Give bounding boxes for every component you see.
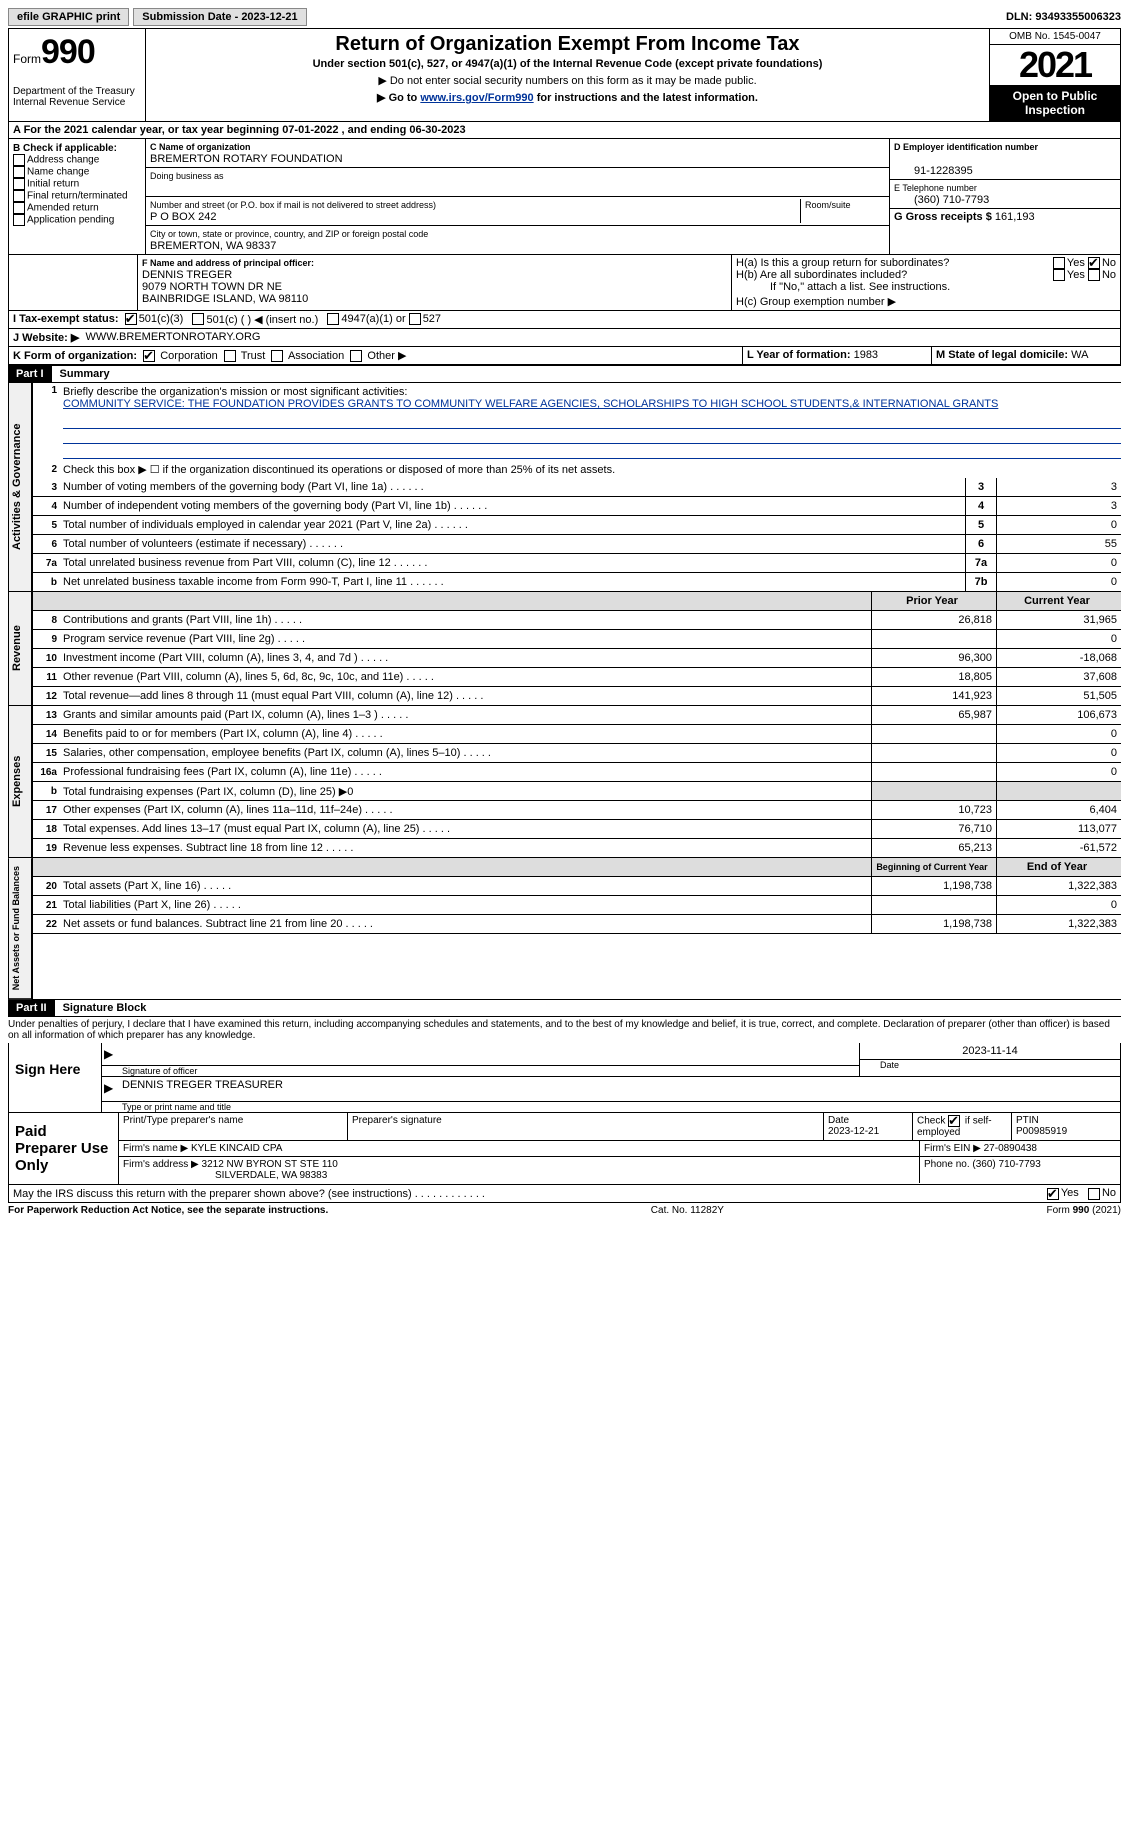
org-city: BREMERTON, WA 98337 (150, 240, 276, 252)
sign-here-block: Sign Here Signature of officer 2023-11-1… (8, 1043, 1121, 1113)
discuss-line: May the IRS discuss this return with the… (8, 1185, 1121, 1202)
irs-link[interactable]: www.irs.gov/Form990 (420, 92, 533, 104)
page-footer: For Paperwork Reduction Act Notice, see … (8, 1203, 1121, 1216)
cb-corp[interactable] (143, 350, 155, 362)
officer-signature[interactable] (102, 1043, 859, 1066)
vtab-rev: Revenue (8, 592, 32, 706)
cb-other[interactable] (350, 350, 362, 362)
cb-ha-no[interactable] (1088, 257, 1100, 269)
dln: DLN: 93493355006323 (1006, 11, 1121, 23)
cb-app-pending[interactable] (13, 214, 25, 226)
cb-4947[interactable] (327, 313, 339, 325)
vtab-exp: Expenses (8, 706, 32, 858)
expenses-section: Expenses 13Grants and similar amounts pa… (8, 706, 1121, 858)
cb-self-employed[interactable] (948, 1115, 960, 1127)
cb-501c3[interactable] (125, 313, 137, 325)
activities-governance: Activities & Governance 1 Briefly descri… (8, 383, 1121, 592)
gross-receipts: 161,193 (995, 211, 1035, 223)
officer-name-title: DENNIS TREGER TREASURER (102, 1076, 1120, 1102)
efile-button[interactable]: efile GRAPHIC print (8, 8, 129, 26)
line-klm: K Form of organization: Corporation Trus… (8, 347, 1121, 365)
box-b: B Check if applicable: Address change Na… (9, 139, 146, 254)
cb-hb-yes[interactable] (1053, 269, 1065, 281)
form-subtitle: Under section 501(c), 527, or 4947(a)(1)… (150, 58, 985, 70)
cb-amended[interactable] (13, 202, 25, 214)
phone: (360) 710-7793 (894, 194, 989, 206)
dept-label: Department of the TreasuryInternal Reven… (13, 86, 141, 108)
form-note-1: ▶ Do not enter social security numbers o… (150, 74, 985, 87)
form-header: Form990 Department of the TreasuryIntern… (8, 28, 1121, 122)
vtab-na: Net Assets or Fund Balances (8, 858, 32, 999)
cb-501c[interactable] (192, 313, 204, 325)
cb-discuss-yes[interactable] (1047, 1188, 1059, 1200)
omb-number: OMB No. 1545-0047 (990, 29, 1120, 45)
website: WWW.BREMERTONROTARY.ORG (85, 331, 260, 344)
part1-header: Part I Summary (8, 365, 1121, 383)
form-note-2: ▶ Go to www.irs.gov/Form990 for instruct… (150, 91, 985, 104)
top-bar: efile GRAPHIC print Submission Date - 20… (8, 8, 1121, 26)
cb-hb-no[interactable] (1088, 269, 1100, 281)
paid-preparer-block: Paid Preparer Use Only Print/Type prepar… (8, 1113, 1121, 1185)
line-i: I Tax-exempt status: 501(c)(3) 501(c) ( … (8, 311, 1121, 329)
cb-ha-yes[interactable] (1053, 257, 1065, 269)
form-title: Return of Organization Exempt From Incom… (150, 33, 985, 56)
cb-address-change[interactable] (13, 154, 25, 166)
year-formation: 1983 (854, 349, 878, 361)
org-name: BREMERTON ROTARY FOUNDATION (150, 153, 343, 165)
cb-final-return[interactable] (13, 190, 25, 202)
state-domicile: WA (1071, 349, 1088, 361)
vtab-ag: Activities & Governance (8, 383, 32, 592)
form-number: Form990 (13, 33, 141, 72)
tax-year: 2021 (990, 45, 1120, 85)
part2-header: Part II Signature Block (8, 999, 1121, 1017)
sig-declaration: Under penalties of perjury, I declare th… (8, 1017, 1121, 1043)
section-fh: F Name and address of principal officer:… (8, 255, 1121, 311)
mission-text: COMMUNITY SERVICE: THE FOUNDATION PROVID… (63, 398, 998, 410)
line-a: A For the 2021 calendar year, or tax yea… (8, 122, 1121, 139)
cb-assoc[interactable] (271, 350, 283, 362)
org-address: P O BOX 242 (150, 211, 216, 223)
revenue-section: Revenue Prior Year Current Year 8Contrib… (8, 592, 1121, 706)
cb-initial-return[interactable] (13, 178, 25, 190)
cb-name-change[interactable] (13, 166, 25, 178)
cb-527[interactable] (409, 313, 421, 325)
cb-discuss-no[interactable] (1088, 1188, 1100, 1200)
ein: 91-1228395 (894, 165, 973, 177)
open-inspection: Open to Public Inspection (990, 85, 1120, 121)
netassets-section: Net Assets or Fund Balances Beginning of… (8, 858, 1121, 999)
submission-date: Submission Date - 2023-12-21 (133, 8, 306, 26)
entity-section: B Check if applicable: Address change Na… (8, 139, 1121, 255)
cb-trust[interactable] (224, 350, 236, 362)
line-j: J Website: ▶ WWW.BREMERTONROTARY.ORG (8, 329, 1121, 347)
officer-name: DENNIS TREGER (142, 269, 232, 281)
